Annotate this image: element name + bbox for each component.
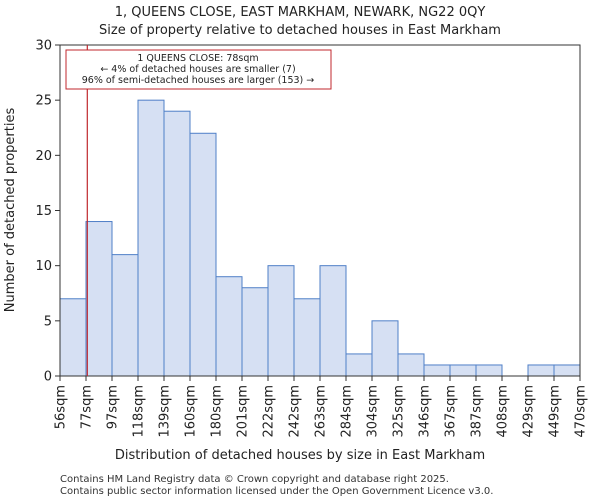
footer-line-2: Contains public sector information licen… (60, 486, 493, 497)
bar-284sqm (345, 353, 373, 377)
footer-line-1: Contains HM Land Registry data © Crown c… (60, 474, 449, 485)
bar-449sqm (553, 364, 581, 377)
bar-77sqm (85, 221, 113, 377)
bar-263sqm (319, 265, 347, 377)
annotation-box (65, 49, 332, 90)
x-tick-label-387sqm: 387sqm (470, 385, 485, 438)
y-tick-label-25: 25 (35, 94, 52, 109)
property-marker: 1 QUEENS CLOSE: 78sqm ← 4% of detached h… (65, 45, 332, 376)
x-axis-ticks: 56sqm 77sqm 97sqm 118sqm 139sqm 160sqm 180sqm 2… (54, 376, 589, 438)
bar-387sqm (475, 364, 503, 377)
x-tick-label-201sqm: 201sqm (236, 385, 251, 438)
x-axis-label: Distribution of detached houses by size … (115, 448, 485, 463)
x-tick-label-408sqm: 408sqm (496, 385, 511, 438)
y-tick-label-0: 0 (44, 370, 52, 385)
y-tick-label-5: 5 (44, 314, 52, 329)
bar-242sqm (293, 298, 321, 377)
plot-frame (59, 44, 581, 377)
y-axis-label: Number of detached properties (3, 108, 18, 313)
bar-429sqm (527, 364, 555, 377)
x-tick-label-160sqm: 160sqm (184, 385, 199, 438)
bar-180sqm (215, 276, 243, 377)
chart-subtitle: Size of property relative to detached ho… (99, 23, 501, 38)
x-tick-label-367sqm: 367sqm (444, 385, 459, 438)
x-tick-label-325sqm: 325sqm (392, 385, 407, 438)
bar-97sqm (111, 254, 139, 377)
annotation-line-3: 96% of semi-detached houses are larger (… (82, 75, 315, 86)
y-axis-ticks: 0 5 10 15 20 25 30 (35, 39, 60, 385)
annotation-line-2: ← 4% of detached houses are smaller (7) (100, 64, 295, 75)
x-tick-label-346sqm: 346sqm (418, 385, 433, 438)
y-tick-label-30: 30 (35, 39, 52, 54)
y-tick-label-15: 15 (35, 204, 52, 219)
bar-139sqm (163, 110, 191, 377)
x-tick-label-56sqm: 56sqm (54, 385, 69, 429)
x-tick-label-139sqm: 139sqm (158, 385, 173, 438)
x-tick-label-470sqm: 470sqm (574, 385, 589, 438)
chart-title: 1, QUEENS CLOSE, EAST MARKHAM, NEWARK, N… (115, 5, 486, 20)
x-tick-label-449sqm: 449sqm (548, 385, 563, 438)
bar-56sqm (59, 298, 87, 377)
bar-346sqm (423, 364, 451, 377)
x-tick-label-429sqm: 429sqm (522, 385, 537, 438)
x-tick-label-97sqm: 97sqm (106, 385, 121, 429)
x-tick-label-263sqm: 263sqm (314, 385, 329, 438)
bar-160sqm (189, 132, 217, 377)
bar-118sqm (137, 99, 165, 377)
x-tick-label-118sqm: 118sqm (132, 385, 147, 438)
y-tick-label-10: 10 (35, 259, 52, 274)
annotation-line-1: 1 QUEENS CLOSE: 78sqm (137, 53, 258, 64)
bar-222sqm (267, 265, 295, 377)
bar-201sqm (241, 287, 269, 377)
x-tick-label-242sqm: 242sqm (288, 385, 303, 438)
bars-group (59, 99, 581, 377)
bar-325sqm (397, 353, 425, 377)
y-tick-label-20: 20 (35, 149, 52, 164)
x-tick-label-77sqm: 77sqm (80, 385, 95, 429)
bar-304sqm (371, 320, 399, 377)
bar-367sqm (449, 364, 477, 377)
x-tick-label-304sqm: 304sqm (366, 385, 381, 438)
x-tick-label-284sqm: 284sqm (340, 385, 355, 438)
x-tick-label-180sqm: 180sqm (210, 385, 225, 438)
x-tick-label-222sqm: 222sqm (262, 385, 277, 438)
